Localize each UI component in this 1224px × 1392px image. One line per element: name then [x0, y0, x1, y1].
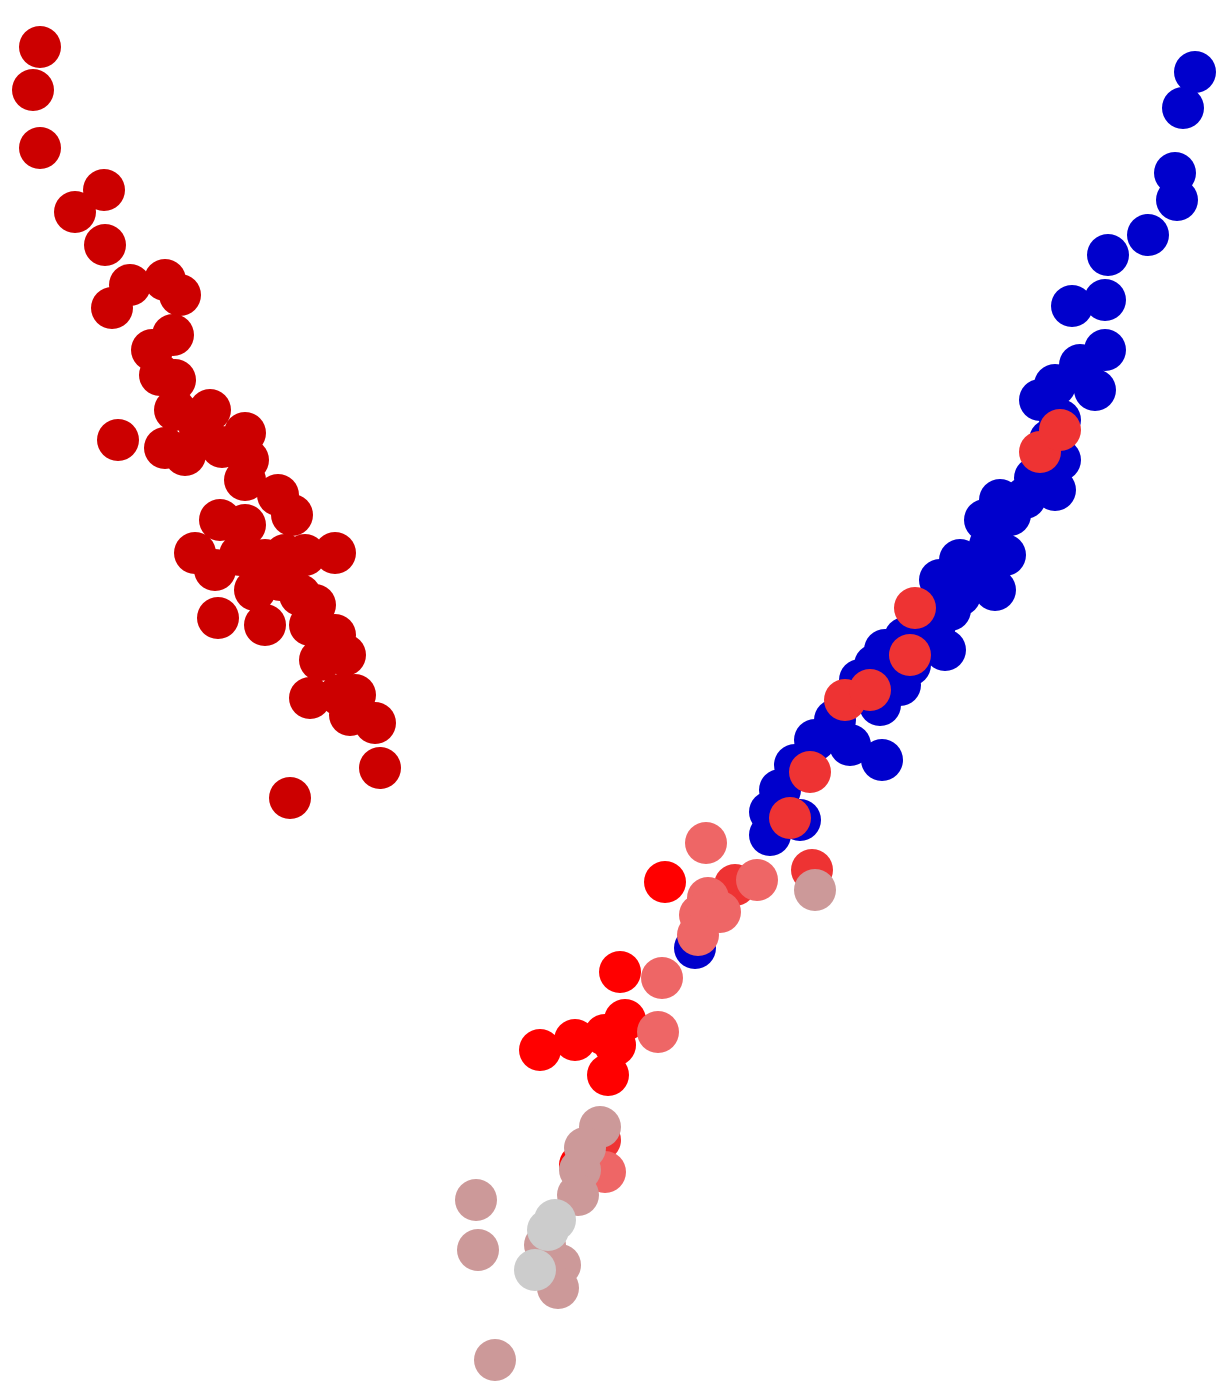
scatter-point — [1084, 279, 1126, 321]
scatter-point — [644, 861, 686, 903]
scatter-point — [829, 724, 871, 766]
series-6 — [514, 1199, 576, 1291]
scatter-point — [19, 26, 61, 68]
scatter-point — [91, 287, 133, 329]
scatter-point — [159, 274, 201, 316]
scatter-point — [641, 957, 683, 999]
scatter-point — [861, 739, 903, 781]
scatter-point — [12, 69, 54, 111]
series-1 — [674, 51, 1216, 969]
series-0 — [12, 26, 401, 819]
scatter-point — [1074, 369, 1116, 411]
scatter-point — [455, 1179, 497, 1221]
scatter-point — [314, 532, 356, 574]
scatter-point — [1051, 285, 1093, 327]
scatter-point — [519, 1029, 561, 1071]
scatter-point — [894, 587, 936, 629]
scatter-point — [1162, 87, 1204, 129]
scatter-point — [554, 1019, 596, 1061]
scatter-point — [527, 1209, 569, 1251]
scatter-point — [224, 459, 266, 501]
scatter-point — [889, 634, 931, 676]
scatter-point — [984, 534, 1026, 576]
scatter-point — [789, 751, 831, 793]
scatter-point — [849, 669, 891, 711]
scatter-point — [637, 1011, 679, 1053]
scatter-point — [794, 869, 836, 911]
scatter-points-layer — [12, 26, 1216, 1381]
scatter-point — [587, 1054, 629, 1096]
scatter-point — [457, 1229, 499, 1271]
scatter-point — [84, 224, 126, 266]
scatter-point — [354, 702, 396, 744]
scatter-point — [19, 127, 61, 169]
scatter-point — [324, 634, 366, 676]
scatter-point — [271, 494, 313, 536]
scatter-point — [197, 597, 239, 639]
scatter-point — [599, 951, 641, 993]
scatter-point — [244, 604, 286, 646]
scatter-point — [1156, 179, 1198, 221]
scatter-point — [1039, 409, 1081, 451]
scatter-point — [769, 797, 811, 839]
scatter-point — [989, 494, 1031, 536]
scatter-point — [1174, 51, 1216, 93]
scatter-point — [924, 629, 966, 671]
scatter-point — [736, 859, 778, 901]
scatter-point — [1127, 214, 1169, 256]
scatter-point — [514, 1249, 556, 1291]
scatter-point — [269, 777, 311, 819]
scatter-point — [97, 419, 139, 461]
scatter-point — [1087, 234, 1129, 276]
scatter-point — [677, 914, 719, 956]
scatter-point — [474, 1339, 516, 1381]
scatter-point — [54, 191, 96, 233]
scatter-point — [359, 747, 401, 789]
series-5 — [455, 869, 836, 1381]
scatter-point — [974, 569, 1016, 611]
scatter-point — [83, 169, 125, 211]
scatter-point — [154, 359, 196, 401]
scatter-point — [685, 822, 727, 864]
